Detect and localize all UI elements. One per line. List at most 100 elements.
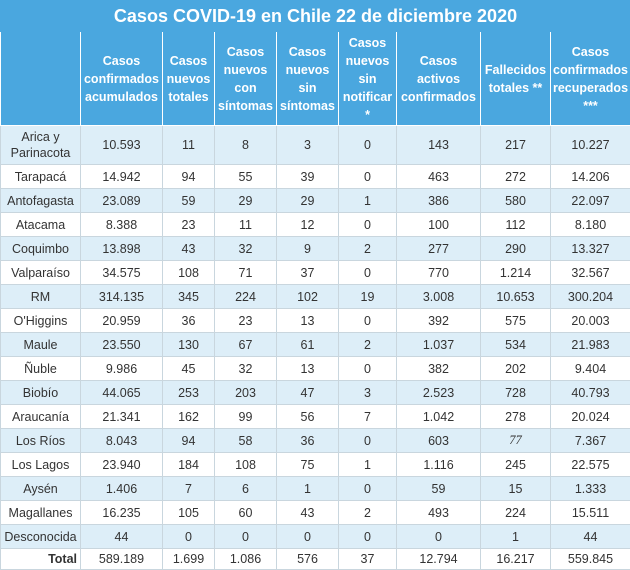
cell-value: 100 — [396, 212, 481, 237]
cell-value: 23.940 — [80, 452, 163, 477]
column-header: Casos confirmados recuperados *** — [549, 31, 630, 126]
table-row: Antofagasta 23.089 59 29 29 1 386 580 22.097 — [0, 188, 630, 213]
cell-value: 37 — [276, 260, 339, 285]
cell-value: 300.204 — [549, 284, 630, 309]
cell-value: 8.043 — [80, 428, 163, 453]
cell-value: 60 — [214, 500, 277, 525]
region-name: Antofagasta — [0, 188, 81, 213]
cell-value: 13 — [276, 308, 339, 333]
cell-value: 45 — [162, 356, 215, 381]
cell-value: 224 — [214, 284, 277, 309]
region-name: Maule — [0, 332, 81, 357]
cell-value: 9 — [276, 236, 339, 261]
cell-value: 22.097 — [549, 188, 630, 213]
total-label: Total — [0, 548, 81, 570]
table-row: Coquimbo 13.898 43 32 9 2 277 290 13.327 — [0, 236, 630, 261]
cell-value: 9.404 — [549, 356, 630, 381]
cell-value: 162 — [162, 404, 215, 429]
cell-value: 8.180 — [549, 212, 630, 237]
cell-value: 1 — [276, 476, 339, 501]
cell-value: 58 — [214, 428, 277, 453]
region-name: Valparaíso — [0, 260, 81, 285]
cell-value: 0 — [276, 524, 339, 549]
cell-value: 13.898 — [80, 236, 163, 261]
cell-value: 245 — [480, 452, 551, 477]
cell-value: 102 — [276, 284, 339, 309]
cell-value: 0 — [214, 524, 277, 549]
cell-value: 2 — [338, 236, 397, 261]
cell-value: 253 — [162, 380, 215, 405]
cell-value: 278 — [480, 404, 551, 429]
cell-value: 20.024 — [549, 404, 630, 429]
cell-value: 1.333 — [549, 476, 630, 501]
cell-value: 0 — [338, 164, 397, 189]
table-row: Los Ríos 8.043 94 58 36 0 603 77 7.367 — [0, 428, 630, 453]
region-name: Aysén — [0, 476, 81, 501]
cell-value: 143 — [396, 125, 481, 165]
cell-value: 0 — [162, 524, 215, 549]
cell-value: 0 — [338, 476, 397, 501]
cell-value: 7 — [338, 404, 397, 429]
cell-value: 493 — [396, 500, 481, 525]
table-row: Aysén 1.406 7 6 1 0 59 15 1.333 — [0, 476, 630, 501]
total-value: 559.845 — [549, 548, 630, 570]
cell-value: 13.327 — [549, 236, 630, 261]
cell-value: 272 — [480, 164, 551, 189]
cell-value: 203 — [214, 380, 277, 405]
cell-value: 39 — [276, 164, 339, 189]
cell-value: 61 — [276, 332, 339, 357]
cell-value: 9.986 — [80, 356, 163, 381]
cell-value: 108 — [162, 260, 215, 285]
cell-value: 20.959 — [80, 308, 163, 333]
table-row: Ñuble 9.986 45 32 13 0 382 202 9.404 — [0, 356, 630, 381]
cell-value: 603 — [396, 428, 481, 453]
column-header: Casos confirmados acumulados — [80, 31, 163, 126]
cell-value: 23 — [214, 308, 277, 333]
cell-value: 20.003 — [549, 308, 630, 333]
cell-value: 534 — [480, 332, 551, 357]
cell-value: 8.388 — [80, 212, 163, 237]
title-row: Casos COVID-19 en Chile 22 de diciembre … — [0, 0, 630, 32]
cell-value: 1 — [338, 188, 397, 213]
region-name: Ñuble — [0, 356, 81, 381]
table-row: Araucanía 21.341 162 99 56 7 1.042 278 20.024 — [0, 404, 630, 429]
cell-value: 71 — [214, 260, 277, 285]
region-name: Los Lagos — [0, 452, 81, 477]
cell-value: 112 — [480, 212, 551, 237]
cell-value: 2 — [338, 332, 397, 357]
cell-value: 23 — [162, 212, 215, 237]
region-name: Araucanía — [0, 404, 81, 429]
cell-value: 44 — [80, 524, 163, 549]
cell-value: 386 — [396, 188, 481, 213]
cell-value: 7 — [162, 476, 215, 501]
cell-value: 34.575 — [80, 260, 163, 285]
header-region — [0, 31, 81, 126]
region-name: Tarapacá — [0, 164, 81, 189]
region-name: Los Ríos — [0, 428, 81, 453]
cell-value: 32 — [214, 356, 277, 381]
cell-value: 0 — [338, 212, 397, 237]
region-name: Coquimbo — [0, 236, 81, 261]
cell-value: 21.983 — [549, 332, 630, 357]
table-row: Desconocida 44 0 0 0 0 0 1 44 — [0, 524, 630, 549]
cell-value: 55 — [214, 164, 277, 189]
cell-value: 0 — [338, 524, 397, 549]
cell-value: 10.593 — [80, 125, 163, 165]
cell-value: 44 — [549, 524, 630, 549]
cell-value: 10.653 — [480, 284, 551, 309]
table-row: Tarapacá 14.942 94 55 39 0 463 272 14.206 — [0, 164, 630, 189]
cell-value: 7.367 — [549, 428, 630, 453]
column-header: Casos nuevos totales — [162, 31, 215, 126]
cell-value: 0 — [396, 524, 481, 549]
cell-value: 23.089 — [80, 188, 163, 213]
region-name: Atacama — [0, 212, 81, 237]
cell-value: 10.227 — [549, 125, 630, 165]
cell-value: 0 — [338, 260, 397, 285]
cell-value: 47 — [276, 380, 339, 405]
cell-value: 21.341 — [80, 404, 163, 429]
total-value: 16.217 — [480, 548, 551, 570]
cell-value: 108 — [214, 452, 277, 477]
table-row: Los Lagos 23.940 184 108 75 1 1.116 245 22.575 — [0, 452, 630, 477]
